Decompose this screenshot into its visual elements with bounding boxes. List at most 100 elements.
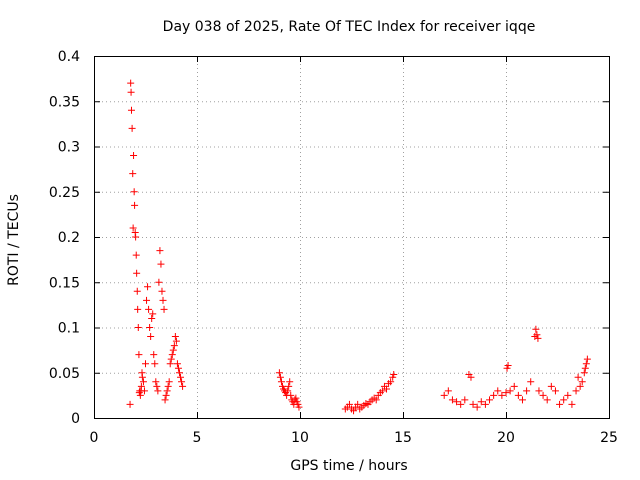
data-point <box>168 351 176 359</box>
data-point <box>158 287 166 295</box>
data-point <box>137 382 145 390</box>
data-point <box>467 373 475 381</box>
data-point <box>504 362 512 370</box>
data-point <box>276 373 284 381</box>
data-point <box>130 188 138 196</box>
data-point <box>372 396 380 404</box>
data-point <box>126 400 134 408</box>
data-point <box>576 382 584 390</box>
data-point <box>155 278 163 286</box>
y-tick-label: 0.4 <box>58 49 80 65</box>
data-points <box>126 79 591 415</box>
data-point <box>160 305 168 313</box>
data-point <box>498 391 506 399</box>
data-point <box>277 378 285 386</box>
grid-lines <box>94 56 609 418</box>
y-tick-labels: 0 0.05 0.1 0.15 0.2 0.25 0.3 0.35 0.4 <box>49 49 80 427</box>
y-tick-label: 0.05 <box>49 366 80 382</box>
data-point <box>502 389 510 397</box>
data-point <box>490 391 498 399</box>
y-tick-label: 0 <box>71 411 80 427</box>
data-point <box>543 396 551 404</box>
y-tick-label: 0.1 <box>58 321 80 337</box>
data-point <box>535 387 543 395</box>
data-point <box>129 224 137 232</box>
data-point <box>486 396 494 404</box>
data-point <box>156 247 164 255</box>
data-point <box>128 124 136 132</box>
data-point <box>560 396 568 404</box>
data-point <box>581 364 589 372</box>
data-point <box>582 360 590 368</box>
data-point <box>132 233 140 241</box>
data-point <box>285 382 293 390</box>
axis-ticks <box>94 56 610 419</box>
data-point <box>583 355 591 363</box>
data-point <box>354 400 362 408</box>
data-point <box>378 387 386 395</box>
data-point <box>167 355 175 363</box>
data-point <box>127 88 135 96</box>
data-point <box>131 201 139 209</box>
y-tick-label: 0.35 <box>49 94 80 110</box>
data-point <box>440 391 448 399</box>
x-tick-label: 20 <box>497 430 515 446</box>
data-point <box>162 391 170 399</box>
data-point <box>129 170 137 178</box>
data-point <box>533 331 541 339</box>
data-point <box>448 396 456 404</box>
data-point <box>127 106 135 114</box>
data-point <box>142 360 149 368</box>
data-point <box>150 351 158 359</box>
y-tick-label: 0.25 <box>49 185 80 201</box>
data-point <box>132 251 140 259</box>
data-point <box>154 387 162 395</box>
data-point <box>136 391 144 399</box>
data-point <box>148 314 156 322</box>
y-tick-label: 0.2 <box>58 230 80 246</box>
data-point <box>166 360 174 368</box>
data-point <box>477 398 485 406</box>
data-point <box>287 391 295 399</box>
data-point <box>175 369 183 377</box>
data-point <box>138 373 146 381</box>
data-point <box>390 371 398 379</box>
data-point <box>163 387 171 395</box>
data-point <box>286 378 294 386</box>
data-point <box>518 396 526 404</box>
data-point <box>161 396 169 404</box>
data-point <box>580 369 588 377</box>
data-point <box>387 378 395 386</box>
data-point <box>172 337 180 345</box>
data-point <box>461 396 469 404</box>
data-point <box>275 369 283 377</box>
data-point <box>547 382 555 390</box>
data-point <box>133 269 141 277</box>
data-point <box>473 403 481 411</box>
y-tick-label: 0.3 <box>58 140 80 156</box>
x-tick-label: 25 <box>600 430 618 446</box>
data-point <box>527 378 535 386</box>
data-point <box>152 378 160 386</box>
y-tick-label: 0.15 <box>49 275 80 291</box>
x-tick-label: 10 <box>291 430 309 446</box>
data-point <box>568 400 576 408</box>
data-point <box>151 360 159 368</box>
data-point <box>345 400 353 408</box>
data-point <box>534 334 542 342</box>
data-point <box>139 378 147 386</box>
data-point <box>145 305 153 313</box>
data-point <box>133 287 141 295</box>
data-point <box>171 333 179 341</box>
data-point <box>169 346 177 354</box>
data-point <box>157 260 165 268</box>
data-point <box>134 305 142 313</box>
x-tick-label: 5 <box>193 430 202 446</box>
data-point <box>284 387 292 395</box>
data-point <box>469 400 477 408</box>
x-tick-label: 0 <box>90 430 99 446</box>
x-tick-label: 15 <box>394 430 412 446</box>
data-point <box>494 387 502 395</box>
data-point <box>564 391 572 399</box>
data-point <box>143 296 151 304</box>
